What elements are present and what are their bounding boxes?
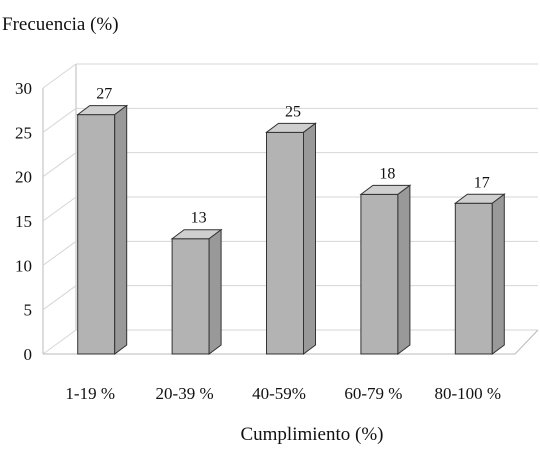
y-tick-labels: 0 5 10 15 20 25 30	[15, 79, 32, 364]
x-tick-label: 60-79 %	[344, 384, 402, 403]
gridline-side	[42, 196, 77, 222]
y-axis-title: Frecuencia (%)	[2, 14, 119, 35]
floor-right-edge	[514, 329, 539, 355]
bar-side	[208, 228, 222, 355]
bar	[453, 193, 506, 355]
bar-front	[171, 238, 210, 355]
x-axis-title: Cumplimiento (%)	[240, 424, 383, 445]
x-tick-labels: 1-19 % 20-39 % 40-59% 60-79 % 80-100 %	[65, 384, 501, 403]
data-label: 17	[474, 174, 490, 191]
bar	[170, 228, 223, 355]
bar-side	[491, 193, 505, 355]
bar-front	[77, 114, 116, 355]
x-tick-label: 40-59%	[252, 384, 306, 403]
bar	[264, 122, 318, 355]
y-tick-label: 25	[15, 123, 32, 142]
bar-front	[266, 131, 304, 355]
gridline-side	[42, 107, 77, 133]
x-tick-label: 1-19 %	[65, 384, 115, 403]
gridline-side	[42, 63, 77, 89]
data-label: 13	[191, 210, 207, 227]
x-tick-label: 20-39 %	[156, 384, 214, 403]
bar-side	[303, 122, 316, 355]
bar-front	[360, 193, 399, 355]
y-tick-label: 30	[15, 79, 32, 98]
data-labels: 27 13 25 18 17	[96, 86, 490, 227]
y-tick-label: 5	[24, 301, 33, 320]
gridline-side	[42, 329, 77, 355]
y-tick-label: 15	[15, 212, 32, 231]
data-label: 18	[379, 165, 395, 182]
y-tick-label: 0	[24, 345, 33, 364]
data-label: 25	[285, 103, 301, 120]
gridline-side	[42, 240, 77, 266]
bar-side	[114, 104, 128, 355]
gridline-side	[42, 285, 77, 311]
bar-front	[454, 202, 493, 355]
y-tick-label: 20	[15, 168, 32, 187]
bar	[76, 104, 129, 355]
bar-side	[397, 184, 411, 355]
gridline-side	[42, 152, 77, 178]
bar	[359, 184, 412, 355]
x-tick-label: 80-100 %	[435, 384, 502, 403]
data-label: 27	[96, 86, 112, 103]
bars	[76, 104, 506, 355]
y-tick-label: 10	[15, 256, 32, 275]
